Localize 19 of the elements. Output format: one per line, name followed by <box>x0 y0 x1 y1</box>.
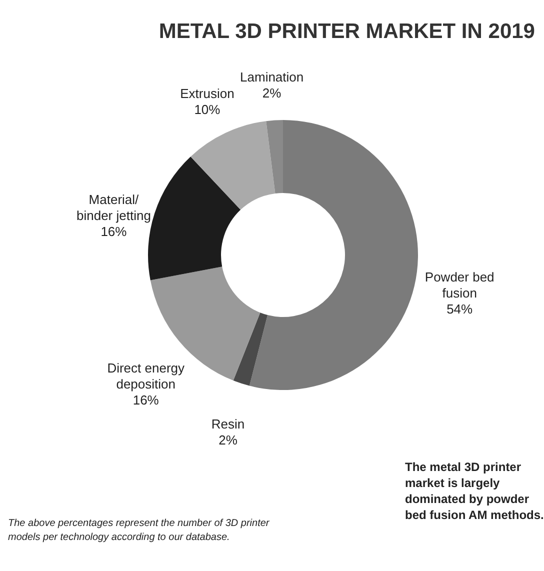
donut-slice <box>249 120 418 390</box>
donut-slice <box>233 312 268 386</box>
slice-label: Material/ binder jetting <box>76 192 151 223</box>
data-label: 2% <box>218 432 238 448</box>
data-label: 2% <box>262 85 282 100</box>
slice-label: Direct energy deposition <box>107 360 185 392</box>
text: The above percentages represent the number of 3D printer models per technology according to our database. <box>8 518 270 543</box>
slice-label: Resin <box>211 416 245 432</box>
data-label: 16% <box>132 392 160 408</box>
data-label: 10% <box>194 102 221 117</box>
chart-title: METAL 3D PRINTER MARKET IN 2019 <box>158 20 535 43</box>
text: The metal 3D printer market is largely dominated by powder bed fusion AM methods. <box>405 460 544 522</box>
data-label: 54% <box>446 301 474 316</box>
slice-label: Lamination <box>240 69 304 84</box>
donut-slice <box>190 121 276 210</box>
donut-slice <box>266 120 283 194</box>
slice-label: Powder bed fusion <box>424 269 494 300</box>
data-label: 16% <box>100 224 128 239</box>
slice-label: Extrusion <box>180 86 234 101</box>
